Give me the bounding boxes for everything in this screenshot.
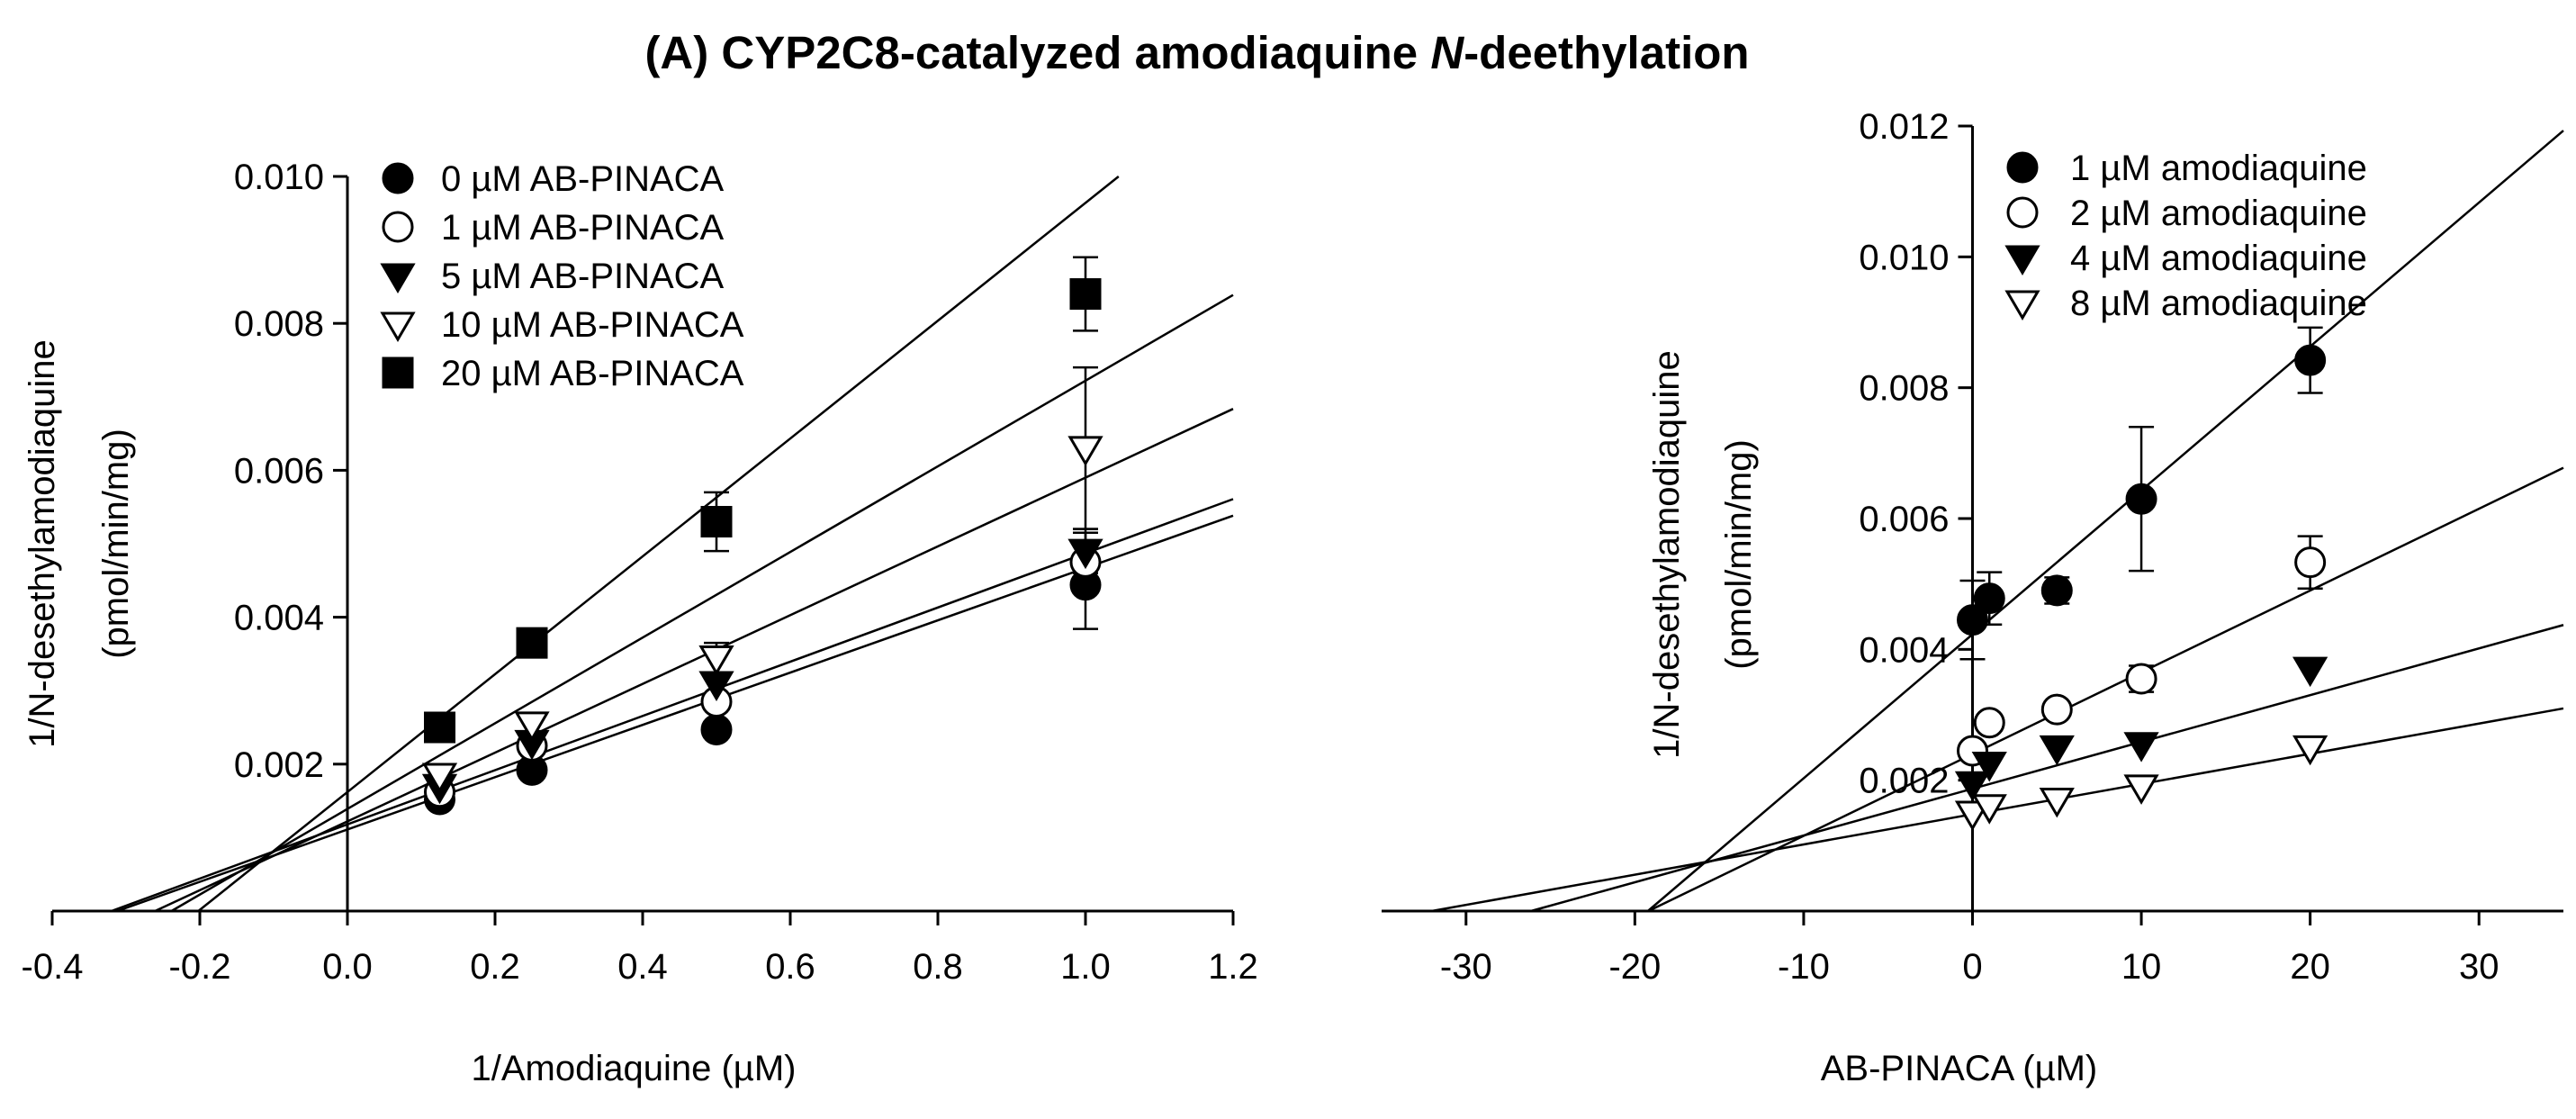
x-tick-label: 0.2 <box>470 947 520 987</box>
y-tick-label: 0.006 <box>234 451 324 491</box>
x-tick-label: -0.2 <box>169 947 231 987</box>
legend-label: 4 µM amodiaquine <box>2070 239 2367 278</box>
legend-marker <box>380 311 416 342</box>
y-tick-label: 0.012 <box>1859 107 1949 147</box>
legend-label: 2 µM amodiaquine <box>2070 194 2367 233</box>
x-axis-label: 1/Amodiaquine (µM) <box>472 1049 797 1088</box>
x-tick-label: -20 <box>1608 947 1661 987</box>
legend-marker <box>2006 151 2039 184</box>
y-tick-label: 0.008 <box>234 304 324 344</box>
legend-label: 10 µM AB-PINACA <box>441 305 744 345</box>
data-point <box>1971 794 2007 825</box>
x-tick-label: -30 <box>1440 947 1492 987</box>
legend-marker <box>382 162 414 194</box>
legend-label: 0 µM AB-PINACA <box>441 159 725 199</box>
y-tick-label: 0.004 <box>1859 630 1949 670</box>
data-point <box>2123 732 2159 763</box>
legend-marker <box>382 211 414 243</box>
data-point <box>698 645 734 676</box>
data-point <box>700 506 733 538</box>
lineweaver-burk-plot: -0.4 -0.2 0.0 0.2 0.4 0.6 0.8 1.0 1.2 0.002 0.004 0… <box>22 158 1258 1088</box>
title-prefix: (A) CYP2C8-catalyzed amodiaquine <box>644 27 1430 78</box>
y-axis-label-line1: 1/N-desethylamodiaquine <box>1647 350 1687 759</box>
data-point <box>1067 436 1103 466</box>
data-point <box>2125 483 2157 515</box>
y-tick-label: 0.002 <box>234 745 324 785</box>
legend-marker <box>2004 290 2040 320</box>
data-point <box>1067 538 1103 570</box>
regression-line <box>154 408 1234 913</box>
y-tick-label: 0.006 <box>1859 500 1949 539</box>
y-axis-label-line2: (pmol/min/mg) <box>96 429 136 659</box>
data-point <box>1973 582 2005 615</box>
y-axis-label-line2: (pmol/min/mg) <box>1719 439 1759 670</box>
x-tick-label: 1.0 <box>1060 947 1111 987</box>
data-point <box>2039 735 2075 766</box>
x-axis-label: AB-PINACA (µM) <box>1821 1049 2098 1088</box>
y-tick-label: 0.010 <box>234 158 324 197</box>
legend-label: 8 µM amodiaquine <box>2070 284 2367 323</box>
x-tick-label: 0 <box>1962 947 1982 987</box>
x-tick-label: -0.4 <box>22 947 84 987</box>
x-tick-label: 10 <box>2121 947 2162 987</box>
data-point <box>2292 656 2328 688</box>
x-tick-label: 1.2 <box>1208 947 1258 987</box>
legend-label: 1 µM amodiaquine <box>2070 149 2367 188</box>
data-point <box>2040 693 2073 726</box>
figure-title: (A) CYP2C8-catalyzed amodiaquine N-deeth… <box>644 27 1749 78</box>
data-point <box>1973 707 2005 739</box>
legend-marker <box>2004 245 2040 275</box>
x-tick-label: 0.6 <box>765 947 815 987</box>
y-tick-label: 0.010 <box>1859 238 1949 277</box>
x-tick-label: 0.0 <box>322 947 373 987</box>
dixon-plot: -30 -20 -10 0 10 20 30 0.002 0.004 0.006 0.008 0.01… <box>1382 107 2564 1088</box>
data-point <box>2294 546 2327 579</box>
data-point <box>1069 278 1102 311</box>
legend-marker <box>380 263 416 293</box>
data-point <box>1957 604 1988 636</box>
regression-line <box>1647 130 2564 912</box>
data-point <box>516 627 548 659</box>
x-tick-label: 0.8 <box>913 947 963 987</box>
data-point <box>421 763 458 794</box>
data-point <box>2294 344 2327 376</box>
legend-label: 5 µM AB-PINACA <box>441 257 725 296</box>
legend-label: 20 µM AB-PINACA <box>441 354 744 393</box>
y-tick-label: 0.002 <box>1859 762 1949 801</box>
title-italic: N <box>1430 27 1464 78</box>
regression-line <box>197 176 1120 912</box>
data-point <box>1971 752 2007 782</box>
x-tick-label: 20 <box>2290 947 2330 987</box>
data-point <box>1954 800 1991 831</box>
legend-label: 1 µM AB-PINACA <box>441 208 725 248</box>
data-point <box>424 711 455 744</box>
y-tick-label: 0.004 <box>234 599 324 638</box>
data-point <box>2039 787 2075 818</box>
data-point <box>1954 771 1991 802</box>
y-tick-label: 0.008 <box>1859 369 1949 409</box>
regression-line <box>1647 466 2564 913</box>
legend-marker <box>2006 196 2039 229</box>
data-point <box>2292 735 2328 766</box>
data-point <box>2040 574 2073 607</box>
data-point <box>2123 774 2159 805</box>
data-point <box>2125 663 2157 695</box>
data-point <box>514 711 550 742</box>
title-suffix: -deethylation <box>1464 27 1749 78</box>
x-tick-label: 0.4 <box>617 947 668 987</box>
data-point <box>700 713 733 745</box>
regression-line <box>170 293 1234 913</box>
regression-line <box>111 498 1234 913</box>
y-axis-label-line1: 1/N-desethylamodiaquine <box>23 339 62 748</box>
legend-marker <box>382 356 414 389</box>
regression-line <box>116 514 1234 913</box>
x-tick-label: 30 <box>2459 947 2499 987</box>
x-tick-label: -10 <box>1778 947 1830 987</box>
